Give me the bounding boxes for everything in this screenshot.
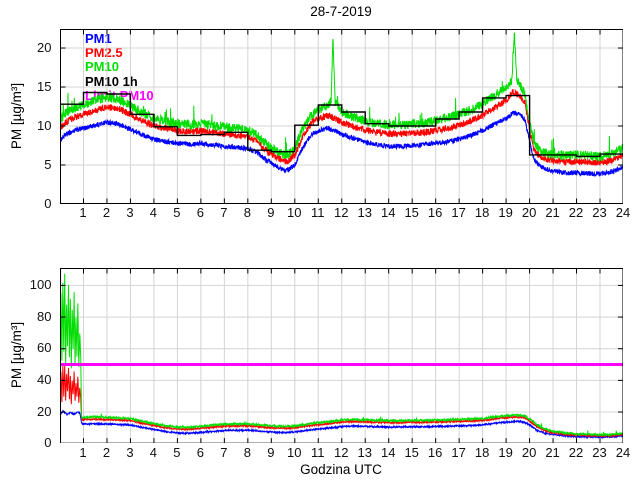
- series-pm2-5: [59, 364, 623, 438]
- x-tick-label: 8: [243, 205, 251, 220]
- x-tick-label: 4: [149, 205, 158, 220]
- plot-box: [59, 267, 623, 444]
- x-tick-label: 3: [126, 205, 134, 220]
- legend-pm10-1h: PM10 1h: [85, 73, 138, 89]
- x-tick-label: 6: [196, 445, 204, 460]
- x-tick-label: 14: [380, 205, 396, 220]
- x-tick-label: 15: [404, 205, 419, 220]
- x-tick-label: 16: [427, 445, 443, 460]
- legend-pm2-5: PM2.5: [85, 45, 123, 60]
- x-tick-label: 7: [220, 205, 228, 220]
- x-tick-label: 15: [404, 445, 419, 460]
- x-tick-label: 8: [243, 445, 251, 460]
- y-tick-label: 10: [37, 118, 52, 133]
- x-tick-label: 3: [126, 445, 134, 460]
- y-tick-label: 80: [37, 308, 52, 324]
- x-tick-label: 22: [568, 445, 584, 460]
- y-tick-label: 15: [37, 79, 52, 95]
- legend-pm1: PM1: [85, 31, 112, 46]
- y-tick-label: 40: [37, 371, 52, 387]
- x-tick-label: 20: [521, 445, 537, 460]
- x-tick-label: 11: [311, 445, 325, 460]
- x-tick-label: 13: [357, 205, 372, 220]
- x-tick-label: 11: [311, 205, 325, 220]
- x-tick-label: 24: [615, 205, 631, 220]
- x-tick-label: 5: [173, 205, 181, 220]
- top-plot-canvas: [59, 29, 623, 204]
- series-pm1: [59, 110, 623, 178]
- x-tick-label: 23: [592, 445, 607, 460]
- x-tick-label: 10: [287, 205, 302, 220]
- x-tick-label: 24: [615, 445, 631, 460]
- bottom-plot-canvas: [59, 267, 623, 444]
- x-tick-label: 7: [220, 445, 228, 460]
- x-tick-label: 4: [149, 445, 158, 460]
- legend-limit-pm10: Limit PM10: [85, 87, 154, 103]
- x-tick-label: 18: [474, 205, 490, 220]
- legend-pm10: PM10: [85, 59, 119, 74]
- x-tick-label: 1: [79, 445, 87, 460]
- x-tick-label: 18: [474, 445, 490, 460]
- x-axis-label: Godzina UTC: [300, 462, 382, 477]
- y-tick-label: 5: [44, 157, 52, 172]
- x-tick-label: 2: [102, 205, 111, 220]
- x-tick-label: 10: [287, 445, 302, 460]
- y-tick-label: 20: [37, 40, 52, 56]
- x-tick-label: 12: [334, 205, 349, 220]
- x-tick-label: 21: [545, 445, 560, 460]
- x-tick-label: 17: [451, 205, 466, 220]
- x-tick-label: 19: [498, 445, 513, 460]
- x-tick-label: 2: [102, 445, 111, 460]
- x-tick-label: 17: [451, 445, 466, 460]
- x-tick-label: 9: [267, 205, 275, 220]
- y-tick-label: 60: [37, 340, 52, 356]
- y-tick-label: 0: [44, 435, 52, 451]
- x-tick-label: 19: [498, 205, 513, 220]
- y-tick-label: 0: [44, 196, 52, 211]
- x-tick-label: 20: [521, 205, 537, 220]
- y-tick-label: 20: [37, 403, 52, 419]
- series-pm1: [59, 409, 623, 440]
- x-tick-label: 1: [79, 205, 87, 220]
- x-tick-label: 13: [357, 445, 372, 460]
- x-tick-label: 6: [196, 205, 204, 220]
- x-tick-label: 16: [427, 205, 443, 220]
- x-tick-label: 22: [568, 205, 584, 220]
- x-tick-label: 9: [267, 445, 275, 460]
- x-tick-label: 5: [173, 445, 181, 460]
- figure-title: 28-7-2019: [310, 4, 372, 19]
- y-tick-label: 100: [29, 277, 52, 292]
- x-tick-label: 12: [334, 445, 349, 460]
- plot-box: [59, 29, 623, 204]
- series-pm10: [59, 273, 623, 437]
- x-tick-label: 21: [545, 205, 560, 220]
- x-tick-label: 23: [592, 205, 607, 220]
- x-tick-label: 14: [380, 445, 396, 460]
